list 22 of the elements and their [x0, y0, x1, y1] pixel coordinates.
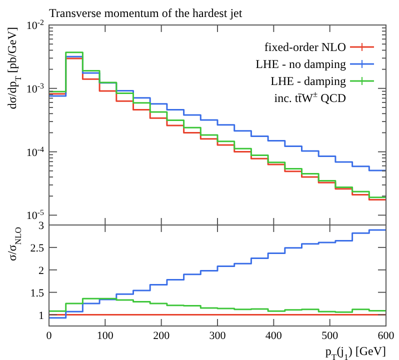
x-tick-label: 500 [322, 330, 339, 342]
y-tick-label: 2 [38, 264, 44, 277]
y-tick-label: 1 [38, 310, 44, 322]
y-tick-label: 3 [38, 220, 44, 232]
x-tick-label: 300 [209, 330, 226, 342]
y-tick-label: 10$^{-5}$ [26, 208, 44, 222]
legend-label: fixed-order NLO [264, 40, 346, 54]
legend-label: LHE - damping [270, 74, 346, 88]
y-tick-label: 1.5 [30, 287, 44, 300]
y-tick-label: 10$^{-3}$ [26, 80, 44, 96]
x-tick-label: 200 [153, 330, 170, 342]
y-tick-label: 10$^{-2}$ [26, 18, 44, 32]
chart-title: Transverse momentum of the hardest jet [49, 6, 243, 20]
x-axis-title: p$_{T}$(j$_{1}$) [GeV] [325, 344, 386, 360]
x-tick-label: 600 [378, 330, 395, 342]
annotation: inc. tt̄W$^{±}$ QCD [274, 89, 346, 105]
x-tick-label: 400 [265, 330, 282, 342]
x-tick-label: 0 [46, 330, 52, 342]
legend-label: LHE - no damping [256, 57, 346, 71]
y-tick-label: 2.5 [30, 242, 44, 254]
y-tick-label: 10$^{-4}$ [26, 144, 44, 159]
x-tick-label: 100 [96, 330, 114, 342]
